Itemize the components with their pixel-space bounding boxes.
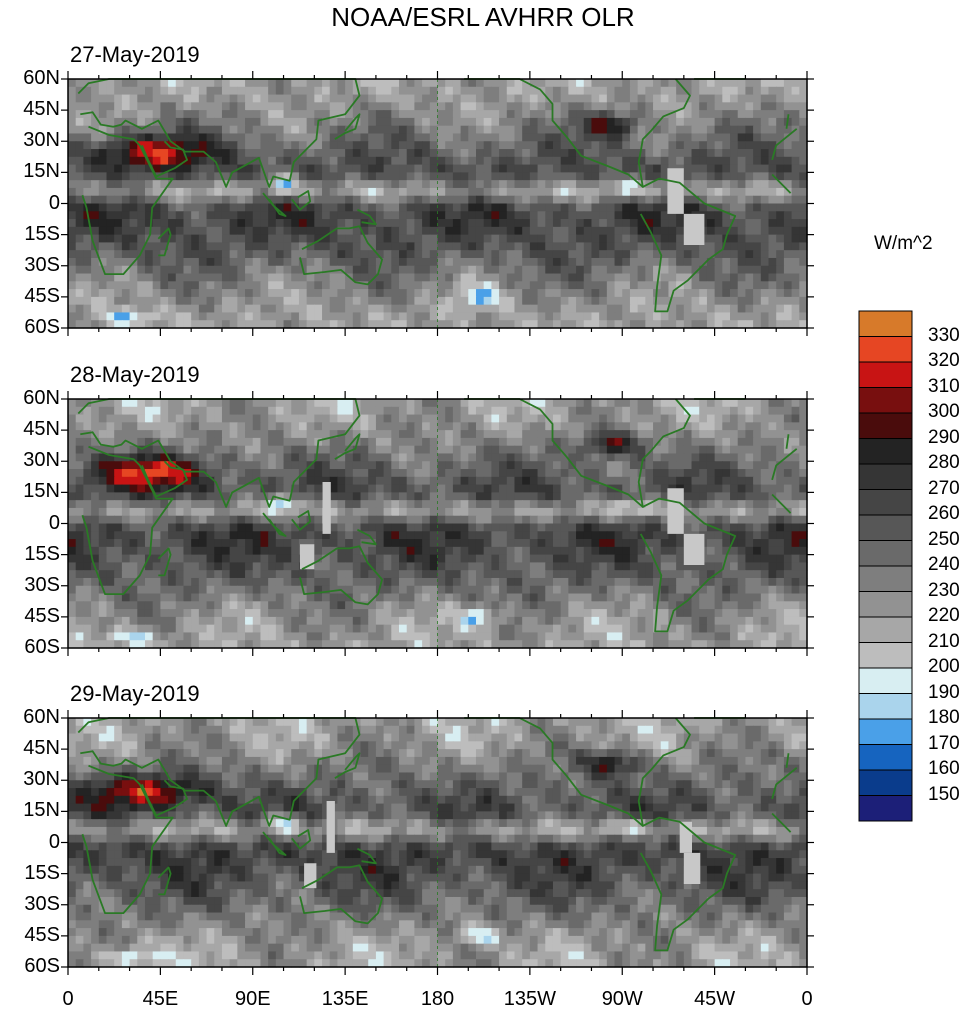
colorbar-swatch <box>858 387 913 414</box>
olr-map-panel-1 <box>61 71 814 336</box>
lat-tick-label: 60N <box>23 387 60 409</box>
colorbar-swatch <box>858 463 913 490</box>
colorbar-level-label: 190 <box>928 681 960 703</box>
colorbar-level-label: 210 <box>928 630 960 652</box>
lat-tick-label: 30S <box>24 892 60 915</box>
figure-title: NOAA/ESRL AVHRR OLR <box>331 2 635 32</box>
olr-field <box>68 79 808 329</box>
lat-tick-label: 60N <box>23 67 60 89</box>
olr-map-panel-2 <box>61 391 814 656</box>
colorbar-swatch <box>858 540 913 567</box>
colorbar-swatch <box>858 744 913 771</box>
colorbar-swatch <box>858 336 913 363</box>
colorbar-level-label: 170 <box>928 732 960 754</box>
lat-tick-label: 60S <box>24 316 60 338</box>
olr-map-panel-3 <box>61 710 814 975</box>
colorbar-swatch <box>858 616 913 643</box>
lon-tick-label: 135W <box>503 988 556 1010</box>
lat-tick-label: 30N <box>23 129 60 152</box>
coastlines <box>77 78 798 313</box>
missing-data-region <box>322 482 331 534</box>
lat-tick-label: 0 <box>48 511 60 534</box>
colorbar-swatch <box>858 642 913 669</box>
colorbar-level-label: 280 <box>928 452 960 473</box>
colorbar-swatch <box>858 514 913 541</box>
missing-data-region <box>300 544 315 570</box>
colorbar-swatch <box>858 769 913 796</box>
missing-data-region <box>683 533 705 565</box>
lat-tick-label: 45N <box>23 418 60 441</box>
missing-data-region <box>326 801 335 853</box>
colorbar-level-label: 200 <box>928 656 960 677</box>
colorbar <box>858 310 913 822</box>
lat-tick-label: 15N <box>23 160 60 183</box>
lat-tick-label: 15N <box>23 480 60 503</box>
colorbar-swatch <box>858 489 913 516</box>
lat-tick-label: 0 <box>48 830 60 853</box>
lat-tick-label: 30S <box>24 573 60 596</box>
colorbar-level-label: 220 <box>928 605 960 626</box>
lat-tick-label: 15S <box>24 542 60 565</box>
colorbar-level-label: 250 <box>928 528 960 550</box>
colorbar-swatch <box>858 667 913 694</box>
lat-tick-label: 45N <box>23 98 60 121</box>
colorbar-level-label: 230 <box>928 579 960 601</box>
colorbar-level-label: 260 <box>928 503 960 524</box>
lat-tick-label: 45S <box>24 923 60 946</box>
panel-date-3: 29-May-2019 <box>70 681 200 706</box>
lat-tick-label: 15S <box>24 861 60 884</box>
colorbar-level-label: 330 <box>928 324 960 346</box>
lat-tick-label: 45S <box>24 284 60 307</box>
colorbar-swatch <box>858 591 913 618</box>
lat-tick-label: 60S <box>24 955 60 977</box>
lon-tick-label: 135E <box>321 988 369 1010</box>
colorbar-level-label: 180 <box>928 707 960 728</box>
lon-tick-label: 180 <box>420 988 455 1010</box>
colorbar-swatch <box>858 693 913 720</box>
colorbar-swatch <box>858 310 913 337</box>
lon-tick-label: 90W <box>601 988 643 1010</box>
units-label: W/m^2 <box>874 233 933 254</box>
colorbar-swatch <box>858 361 913 388</box>
lat-tick-label: 60S <box>24 636 60 658</box>
lon-tick-label: 45E <box>142 988 179 1010</box>
lat-tick-label: 30N <box>23 768 60 791</box>
lon-tick-label: 0 <box>62 988 74 1010</box>
missing-data-region <box>667 488 684 534</box>
colorbar-level-label: 270 <box>928 477 960 499</box>
lat-tick-label: 45N <box>23 737 60 760</box>
olr-field <box>68 399 808 649</box>
lat-tick-label: 0 <box>48 191 60 214</box>
colorbar-level-label: 310 <box>928 375 960 397</box>
lon-tick-label: 90E <box>234 988 271 1010</box>
colorbar-swatch <box>858 795 913 822</box>
colorbar-level-label: 290 <box>928 426 960 448</box>
lat-tick-label: 45S <box>24 604 60 627</box>
lat-tick-label: 60N <box>23 706 60 728</box>
colorbar-level-label: 160 <box>928 758 960 779</box>
lon-tick-label: 0 <box>801 988 813 1010</box>
colorbar-level-label: 300 <box>928 401 960 422</box>
lat-tick-label: 15N <box>23 799 60 822</box>
colorbar-level-label: 320 <box>928 350 960 371</box>
missing-data-region <box>683 852 701 884</box>
panel-date-1: 27-May-2019 <box>70 42 200 67</box>
colorbar-swatch <box>858 718 913 745</box>
colorbar-swatch <box>858 565 913 592</box>
lon-tick-label: 45W <box>694 988 736 1010</box>
panel-date-2: 28-May-2019 <box>70 362 200 387</box>
missing-data-region <box>667 168 684 214</box>
colorbar-level-label: 240 <box>928 554 960 575</box>
lat-tick-label: 30S <box>24 253 60 276</box>
colorbar-level-label: 150 <box>928 783 960 805</box>
lat-tick-label: 15S <box>24 222 60 245</box>
colorbar-swatch <box>858 438 913 465</box>
lat-tick-label: 30N <box>23 449 60 472</box>
colorbar-swatch <box>858 412 913 439</box>
missing-data-region <box>683 213 705 245</box>
